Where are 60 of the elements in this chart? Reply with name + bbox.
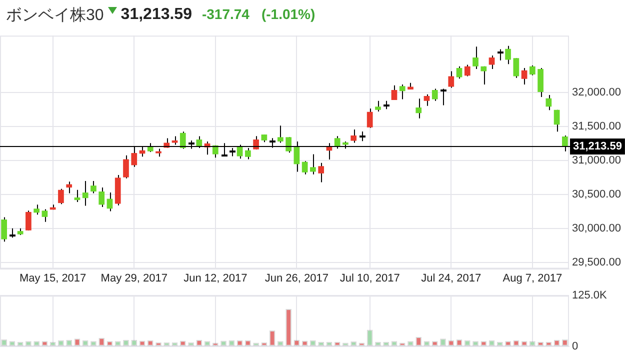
y-tick-label: 32,000.00: [572, 86, 621, 99]
y-tick-label: 30,500.00: [572, 188, 621, 201]
x-tick-label: May 15, 2017: [20, 272, 86, 284]
candlestick: [480, 66, 487, 85]
candlestick: [432, 88, 438, 102]
candlestick: [106, 192, 113, 212]
candlestick: [488, 55, 495, 70]
candlestick: [496, 48, 504, 61]
y-tick-label: 31,000.00: [572, 154, 621, 167]
candlestick: [66, 181, 72, 194]
candlestick: [529, 64, 536, 76]
candlestick: [366, 108, 373, 128]
candlestick: [123, 154, 129, 179]
candlestick: [375, 100, 381, 112]
candlestick: [521, 68, 528, 85]
candlestick: [358, 131, 366, 142]
chart-title: ボンベイ株30: [6, 6, 104, 26]
candlestick: [1, 216, 7, 242]
candlestick: [90, 180, 96, 194]
ref-line-label: 31,213.59: [573, 140, 622, 153]
candlestick: [399, 84, 406, 100]
x-tick-label: Jul 24, 2017: [421, 272, 482, 284]
text: 31,213.59: [120, 6, 192, 23]
x-tick-label: Jun 12, 2017: [184, 272, 248, 284]
candlestick: [26, 210, 32, 231]
y-tick-label: 31,500.00: [572, 120, 621, 133]
candlestick: [391, 84, 398, 100]
y-tick-label: 0: [572, 340, 578, 352]
candlestick: [58, 188, 64, 205]
candlestick: [318, 162, 324, 183]
candlestick: [310, 154, 316, 175]
candlestick: [350, 129, 357, 144]
candlestick: [42, 208, 48, 222]
candlestick: [302, 160, 308, 175]
x-tick-label: Jul 10, 2017: [340, 272, 400, 284]
text: -317.74: [202, 6, 250, 22]
x-tick-label: Jun 26, 2017: [264, 272, 329, 284]
y-tick-label: 29,500.00: [572, 256, 621, 269]
candlestick: [546, 94, 552, 111]
y-tick-label: 30,000.00: [572, 222, 621, 235]
candlestick: [538, 68, 544, 98]
y-tick-label: 125.0K: [572, 290, 608, 302]
candlestick: [416, 98, 422, 119]
candlestick: [74, 189, 80, 203]
candlestick: [98, 187, 105, 208]
candlestick: [278, 125, 284, 144]
text: (-1.01%): [261, 6, 316, 22]
candlestick: [554, 109, 560, 132]
candlestick: [440, 88, 448, 106]
candlestick: [82, 180, 88, 206]
candlestick: [448, 70, 454, 88]
candlestick: [472, 46, 478, 70]
x-tick-label: May 29, 2017: [100, 272, 168, 284]
candlestick: [513, 58, 520, 78]
x-tick-label: Aug 7, 2017: [502, 272, 562, 284]
candlestick: [424, 94, 430, 106]
candlestick: [464, 64, 470, 77]
candlestick: [8, 228, 16, 238]
candlestick: [34, 204, 40, 216]
candlestick: [456, 66, 462, 80]
